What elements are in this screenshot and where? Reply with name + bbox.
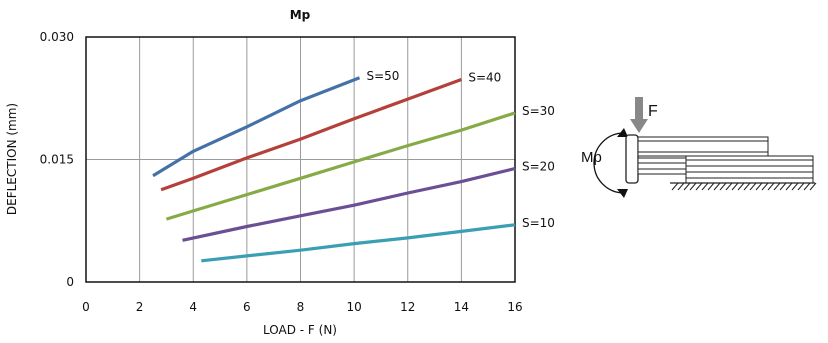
x-tick-label: 8 <box>297 300 305 314</box>
series-label: S=40 <box>468 70 501 84</box>
x-tick-label: 12 <box>400 300 415 314</box>
force-arrow <box>630 97 648 133</box>
y-tick-label: 0.030 <box>40 30 74 44</box>
x-tick-label: 0 <box>82 300 90 314</box>
hatch-line <box>803 182 811 191</box>
x-axis-label: LOAD - F (N) <box>263 323 337 337</box>
y-tick-labels: 0 0.015 0.030 <box>40 30 74 289</box>
hatch-line <box>773 182 781 191</box>
series-label: S=20 <box>522 159 555 173</box>
plot-frame <box>85 36 516 283</box>
series-line <box>201 223 516 263</box>
force-label: F <box>648 103 658 120</box>
hatch-line <box>731 182 739 191</box>
hatch-line <box>797 182 805 191</box>
moment-arrow <box>593 132 625 194</box>
hatch-line <box>713 182 721 191</box>
end-plate <box>625 134 639 184</box>
x-tick-labels: 0 2 4 6 8 10 12 14 16 <box>82 300 522 314</box>
y-tick-label: 0.015 <box>40 153 74 167</box>
y-axis-label: DEFLECTION (mm) <box>5 103 19 215</box>
series-label: S=30 <box>522 104 555 118</box>
hatch-line <box>791 182 799 191</box>
series-line <box>152 76 361 178</box>
series-line <box>182 166 516 242</box>
x-tick-label: 6 <box>243 300 251 314</box>
x-tick-label: 14 <box>454 300 469 314</box>
moment-arrow-head-top <box>617 128 628 137</box>
x-tick-label: 16 <box>507 300 522 314</box>
series-line <box>160 77 462 192</box>
series-label: S=10 <box>522 216 555 230</box>
x-tick-label: 10 <box>346 300 361 314</box>
moment-label: Mp <box>581 149 602 166</box>
series-line <box>165 111 516 221</box>
x-tick-label: 4 <box>189 300 197 314</box>
hatch-line <box>785 182 793 191</box>
hatch-line <box>737 182 745 191</box>
hatch-line <box>671 182 679 191</box>
hatch-line <box>779 182 787 191</box>
hatch-line <box>695 182 703 191</box>
x-tick-label: 2 <box>136 300 144 314</box>
hatch-line <box>677 182 685 191</box>
chart-series <box>152 76 516 263</box>
hatch-line <box>701 182 709 191</box>
ground-hatch <box>670 182 817 191</box>
chart-title: Mp <box>290 8 311 22</box>
hatch-line <box>755 182 763 191</box>
hatch-line <box>743 182 751 191</box>
chart-grid <box>86 37 515 282</box>
slide-body <box>637 136 814 184</box>
series-label: S=50 <box>366 69 399 83</box>
hatch-line <box>749 182 757 191</box>
hatch-line <box>719 182 727 191</box>
hatch-line <box>725 182 733 191</box>
hatch-line <box>683 182 691 191</box>
series-labels: S=50 S=40 S=30 S=20 S=10 <box>366 69 554 230</box>
load-diagram: F Mp <box>581 97 817 198</box>
hatch-line <box>809 182 817 191</box>
hatch-line <box>761 182 769 191</box>
hatch-line <box>767 182 775 191</box>
moment-arrow-head-bottom <box>617 189 628 198</box>
hatch-line <box>689 182 697 191</box>
hatch-line <box>707 182 715 191</box>
y-tick-label: 0 <box>66 275 74 289</box>
